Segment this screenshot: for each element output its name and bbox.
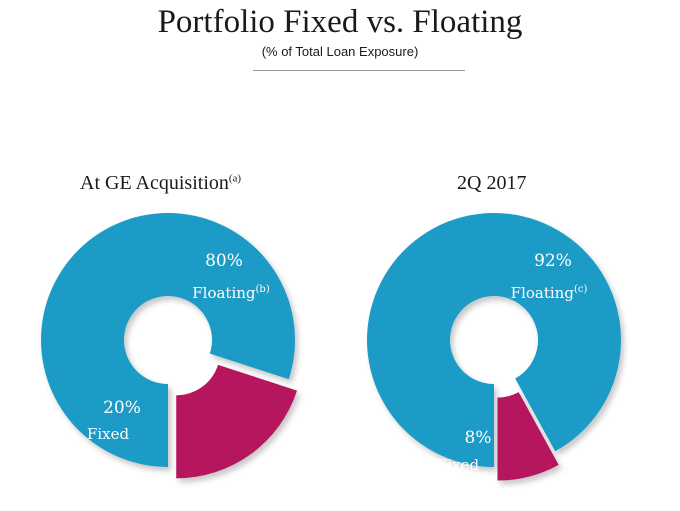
chart-title-right: 2Q 2017	[457, 172, 526, 195]
chart-title-right-text: 2Q 2017	[457, 172, 527, 194]
chart-title-left: At GE Acquisition(a)	[80, 172, 241, 195]
slice-name-label-fixed-left: Fixed	[87, 425, 130, 443]
pie-slice-fixed-left	[176, 364, 298, 479]
pie-slice-floating-left	[41, 212, 296, 467]
page-subtitle: (% of Total Loan Exposure)	[261, 44, 419, 59]
chart-title-left-note: (a)	[228, 172, 242, 185]
slice-name-label-floating-left: Floating(b)	[192, 284, 270, 302]
title-divider	[253, 70, 465, 71]
pie-slice-fixed-right	[497, 392, 559, 481]
page-title: Portfolio Fixed vs. Floating	[157, 4, 523, 40]
slice-name-label-floating-right: Floating(c)	[511, 284, 588, 302]
slice-value-label-fixed-right: 8%	[465, 428, 492, 448]
donut-chart-left: 80% Floating(b) 20% Fixed	[41, 212, 298, 479]
slice-value-label-fixed-left: 20%	[103, 398, 141, 418]
pie-slice-floating-right	[366, 213, 622, 467]
slice-value-label-floating-left: 80%	[205, 251, 243, 271]
slice-name-label-fixed-right: Fixed	[437, 456, 480, 474]
slice-value-label-floating-right: 92%	[534, 251, 572, 271]
chart-title-left-text: At GE Acquisition	[80, 172, 229, 194]
donut-chart-right: 92% Floating(c) 8% Fixed	[366, 213, 622, 481]
